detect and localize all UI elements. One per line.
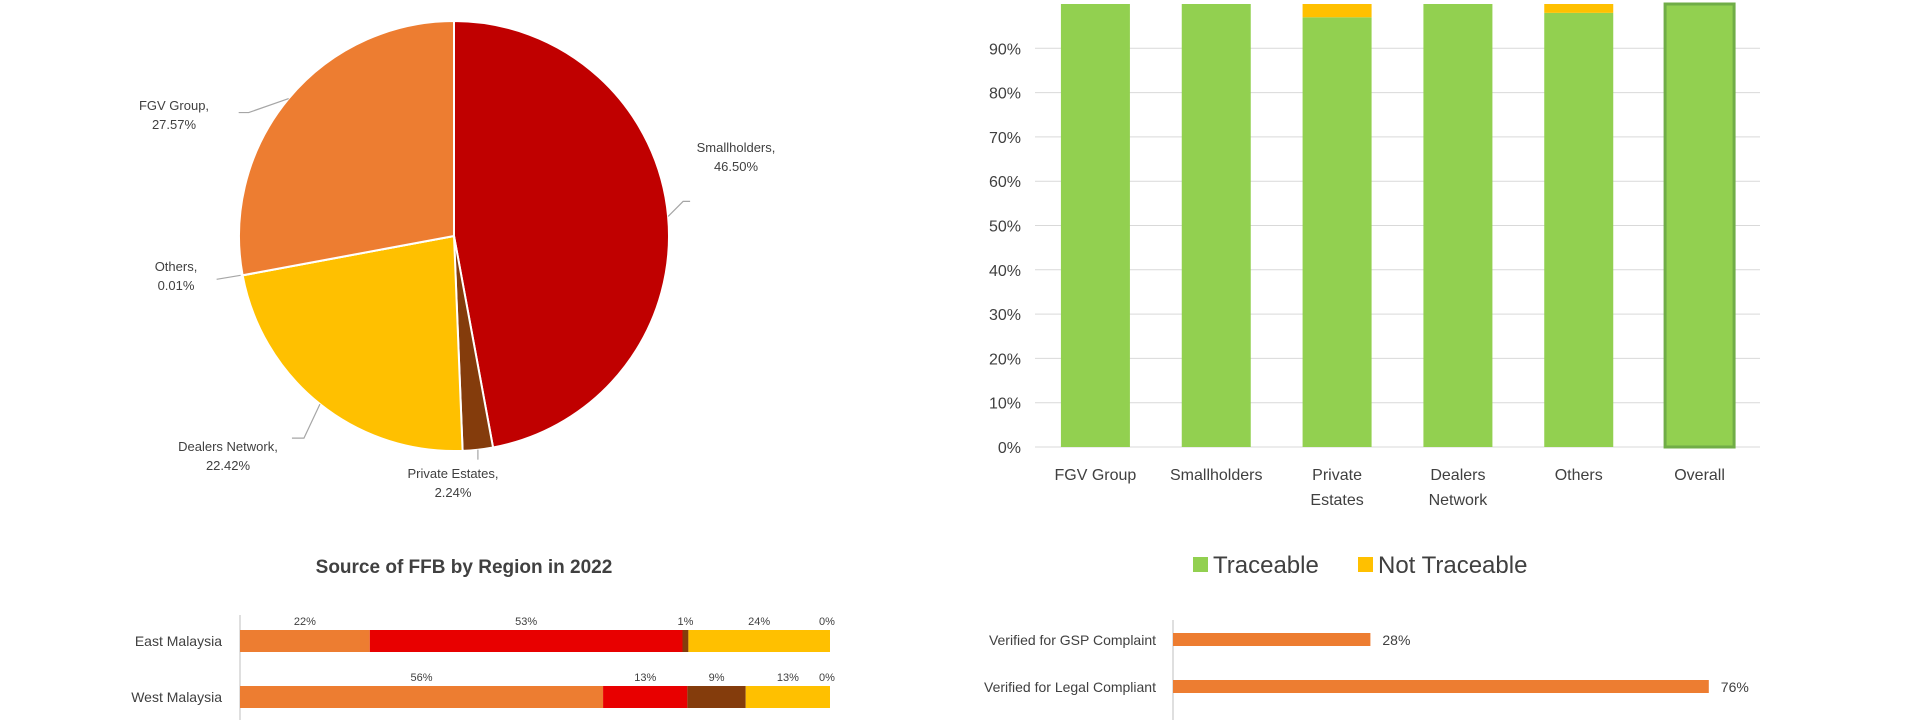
bar-traceable bbox=[1663, 2, 1736, 449]
x-tick-label: Smallholders bbox=[1170, 467, 1262, 484]
segment-label: 9% bbox=[709, 672, 725, 684]
bar-not-traceable bbox=[1302, 4, 1372, 18]
leader-line bbox=[238, 97, 289, 114]
bar-segment bbox=[240, 686, 604, 708]
slice-value: 27.57% bbox=[152, 117, 197, 132]
bar-traceable bbox=[1181, 4, 1251, 447]
slice-value: 22.42% bbox=[206, 458, 251, 473]
x-tick-label: Dealers bbox=[1430, 467, 1485, 484]
segment-label: 24% bbox=[748, 616, 770, 628]
bar-segment bbox=[369, 630, 683, 652]
y-tick-label: 20% bbox=[989, 351, 1021, 368]
category-label: East Malaysia bbox=[135, 633, 222, 649]
leader-line bbox=[291, 403, 321, 439]
segment-label: 0% bbox=[819, 672, 835, 684]
x-tick-label: Others bbox=[1555, 467, 1603, 484]
slice-label: Private Estates, bbox=[407, 466, 498, 481]
bar-traceable bbox=[1544, 12, 1614, 448]
slice-value: 2.24% bbox=[435, 485, 472, 500]
bar-traceable bbox=[1060, 4, 1130, 447]
x-tick-label: FGV Group bbox=[1055, 467, 1137, 484]
y-tick-label: 30% bbox=[989, 307, 1021, 324]
y-tick-label: 60% bbox=[989, 174, 1021, 191]
slice-label: Dealers Network, bbox=[178, 439, 278, 454]
y-tick-label: 0% bbox=[998, 440, 1021, 457]
leader-line bbox=[667, 200, 691, 217]
segment-label: 22% bbox=[294, 616, 316, 628]
legend-swatch bbox=[1193, 557, 1208, 572]
bar-segment bbox=[682, 630, 689, 652]
verification-chart: Verified for GSP Complaint 28% Verified fo… bbox=[984, 620, 1749, 720]
bar-segment bbox=[745, 686, 830, 708]
bar bbox=[1173, 680, 1709, 693]
category-label: Verified for GSP Complaint bbox=[989, 632, 1156, 648]
segment-label: 13% bbox=[777, 672, 799, 684]
x-tick-label: Estates bbox=[1310, 492, 1363, 509]
category-label: West Malaysia bbox=[131, 689, 222, 705]
bar-segment bbox=[688, 630, 830, 652]
segment-label: 53% bbox=[515, 616, 537, 628]
pie-slice bbox=[453, 19, 670, 449]
region-chart-title: Source of FFB by Region in 2022 bbox=[316, 557, 613, 578]
segment-label: 0% bbox=[819, 616, 835, 628]
pie-slice bbox=[241, 234, 464, 452]
legend-label: Traceable bbox=[1213, 552, 1319, 579]
slice-label: FGV Group, bbox=[139, 98, 209, 113]
bar-segment bbox=[687, 686, 746, 708]
y-tick-label: 50% bbox=[989, 219, 1021, 236]
leader-line bbox=[216, 274, 241, 280]
region-chart: Source of FFB by Region in 2022 East Mal… bbox=[131, 557, 835, 720]
slice-label: Others, bbox=[155, 259, 198, 274]
bar bbox=[1173, 633, 1371, 646]
pie-chart: Smallholders, 46.50% Private Estates, 2.24%… bbox=[139, 19, 776, 500]
legend-label: Not Traceable bbox=[1378, 552, 1527, 579]
category-label: Verified for Legal Compliant bbox=[984, 679, 1156, 695]
y-tick-label: 80% bbox=[989, 86, 1021, 103]
pie-slice bbox=[238, 19, 455, 277]
x-tick-label: Network bbox=[1429, 492, 1489, 509]
segment-label: 56% bbox=[411, 672, 433, 684]
segment-label: 13% bbox=[634, 672, 656, 684]
x-tick-label: Overall bbox=[1674, 467, 1725, 484]
x-tick-label: Private bbox=[1312, 467, 1362, 484]
slice-value: 46.50% bbox=[714, 159, 759, 174]
bar-segment bbox=[603, 686, 688, 708]
legend-swatch bbox=[1358, 557, 1373, 572]
y-tick-label: 90% bbox=[989, 41, 1021, 58]
segment-label: 1% bbox=[677, 616, 693, 628]
bar-traceable bbox=[1423, 4, 1493, 447]
slice-value: 0.01% bbox=[158, 278, 195, 293]
y-tick-label: 10% bbox=[989, 396, 1021, 413]
bar-traceable bbox=[1302, 17, 1372, 447]
traceability-chart: 0% 10% 20% 30% 40% 50% 60% 70% 80% 90% FGV Group Sm… bbox=[989, 2, 1760, 579]
slice-label: Smallholders, bbox=[697, 140, 776, 155]
bar-not-traceable bbox=[1544, 4, 1614, 13]
value-label: 28% bbox=[1382, 632, 1410, 648]
y-tick-label: 40% bbox=[989, 263, 1021, 280]
bar-segment bbox=[240, 630, 370, 652]
y-tick-label: 70% bbox=[989, 130, 1021, 147]
value-label: 76% bbox=[1721, 679, 1749, 695]
